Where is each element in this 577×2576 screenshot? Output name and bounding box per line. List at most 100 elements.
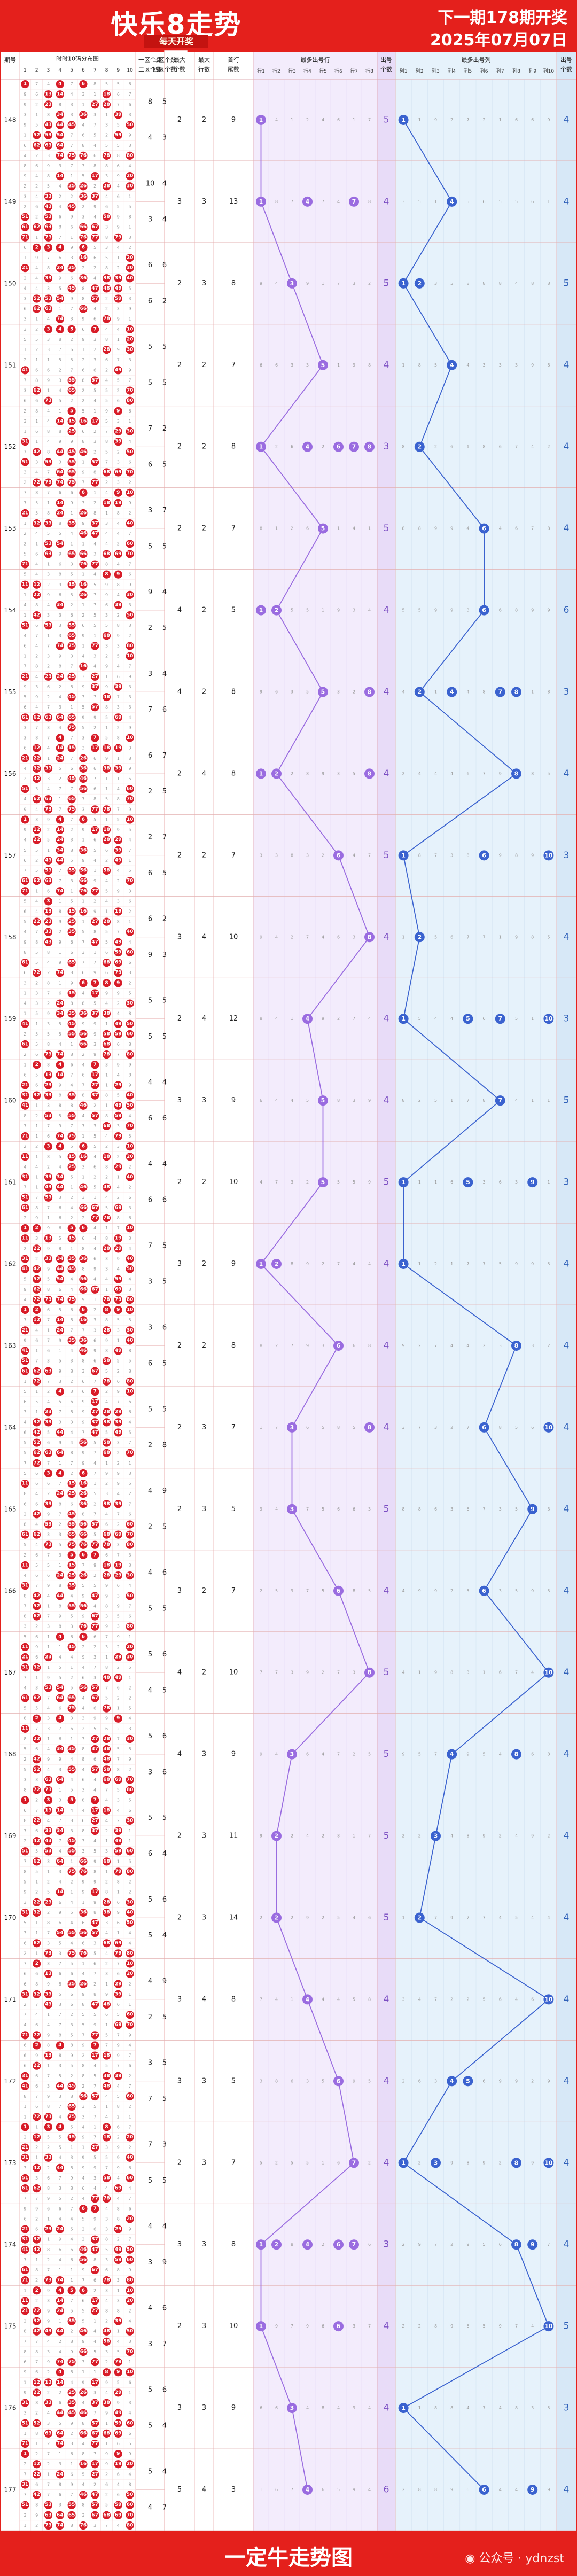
miss-count: 5 <box>105 623 108 628</box>
drawn-number-text: 29 <box>115 837 122 843</box>
drawn-number-text: 6 <box>82 817 85 822</box>
drawn-number-text: 28 <box>103 1736 110 1741</box>
drawn-number-text: 28 <box>103 1573 110 1578</box>
miss-count: 1 <box>129 2002 131 2007</box>
drawn-number-text: 53 <box>45 214 52 220</box>
miss-count: 4 <box>47 1818 50 1823</box>
drawn-number-ball <box>56 478 64 487</box>
drawn-number-text: 47 <box>91 2002 98 2007</box>
row-hit-text: 4 <box>306 198 310 205</box>
miss-count: 4 <box>117 868 120 873</box>
miss-count: 7 <box>47 736 50 741</box>
zone2-count: 7 <box>162 834 167 842</box>
miss-count: 7 <box>59 878 61 883</box>
miss-count: 1 <box>93 868 96 873</box>
drawn-number-text: 11 <box>22 1726 29 1731</box>
row-miss: 9 <box>306 281 309 286</box>
miss-count: 5 <box>35 1399 38 1404</box>
miss-count: 8 <box>35 409 38 414</box>
drawn-number-text: 74 <box>57 1297 64 1302</box>
drawn-number-text: 39 <box>115 766 122 771</box>
drawn-number-text: 78 <box>103 153 110 158</box>
miss-count: 1 <box>105 2441 108 2446</box>
drawn-number-text: 29 <box>115 1164 122 1170</box>
miss-count: 8 <box>117 582 120 587</box>
drawn-number-text: 77 <box>91 2033 98 2038</box>
miss-count: 7 <box>71 164 73 168</box>
row-miss: 2 <box>337 1016 340 1021</box>
drawn-number-ball <box>79 530 88 538</box>
drawn-number-text: 56 <box>80 1931 87 1936</box>
drawn-number-ball <box>102 499 111 507</box>
miss-count: 4 <box>35 1491 38 1496</box>
miss-count: 7 <box>35 2196 38 2201</box>
miss-count: 6 <box>71 276 73 281</box>
drawn-number-text: 33 <box>45 194 52 199</box>
miss-count: 7 <box>47 2482 50 2487</box>
miss-count: 9 <box>105 1583 108 1588</box>
drawn-number-text: 46 <box>80 2247 87 2252</box>
drawn-number-ball <box>56 468 64 477</box>
col-miss: 9 <box>531 1262 534 1266</box>
drawn-number-text: 26 <box>80 2390 87 2395</box>
miss-count: 9 <box>129 725 131 730</box>
drawn-number-text: 9 <box>116 2452 120 2457</box>
miss-count: 2 <box>105 1962 108 1966</box>
miss-count: 1 <box>47 388 50 393</box>
drawn-number-text: 50 <box>127 1593 134 1599</box>
zone3-count: 2 <box>148 624 152 632</box>
miss-count: 7 <box>93 1471 96 1476</box>
miss-count: 2 <box>24 531 26 536</box>
zone2-count: 9 <box>162 1978 167 1986</box>
miss-count: 5 <box>71 1614 73 1619</box>
miss-count: 4 <box>105 1951 108 1956</box>
col-miss: 7 <box>483 1507 486 1512</box>
miss-count: 2 <box>93 1308 96 1312</box>
miss-count: 4 <box>82 2176 84 2181</box>
drawn-number-text: 57 <box>91 1931 98 1936</box>
miss-count: 4 <box>35 899 38 904</box>
zone2-count: 4 <box>162 2468 167 2476</box>
blue-col-label: 列2 <box>416 68 424 74</box>
grid-col-label: 6 <box>82 68 85 73</box>
miss-count: 3 <box>105 1849 108 1854</box>
miss-count: 2 <box>117 1451 120 1456</box>
miss-count: 9 <box>82 1451 84 1456</box>
miss-count: 2 <box>59 684 61 689</box>
miss-count: 6 <box>105 1522 108 1527</box>
col-hit-text: 9 <box>531 1506 535 1513</box>
zone1-count: 2 <box>148 834 152 842</box>
miss-count: 4 <box>24 2022 26 2027</box>
miss-count: 2 <box>47 828 50 832</box>
drawn-number-ball <box>126 488 134 497</box>
drawn-number-text: 45 <box>68 1021 75 1026</box>
miss-count: 1 <box>24 654 26 659</box>
drawn-number-text: 75 <box>68 807 75 812</box>
miss-count: 5 <box>129 204 131 209</box>
drawn-number-text: 77 <box>91 1542 98 1547</box>
drawn-number-text: 80 <box>127 1052 134 1057</box>
miss-count: 5 <box>105 1369 108 1374</box>
miss-count: 2 <box>71 337 73 342</box>
col-miss: 5 <box>466 1589 469 1593</box>
miss-count: 2 <box>47 1001 50 1006</box>
miss-count: 6 <box>24 1941 26 1945</box>
max-count-value: 3 <box>177 1260 182 1268</box>
miss-count: 8 <box>105 439 108 444</box>
drawn-number-text: 68 <box>103 1859 110 1864</box>
drawn-number-text: 35 <box>68 1256 75 1262</box>
drawn-number-text: 57 <box>91 460 98 465</box>
miss-count: 5 <box>93 817 96 822</box>
drawn-number-text: 72 <box>33 480 40 485</box>
miss-count: 2 <box>82 2053 84 2058</box>
miss-count: 6 <box>35 2370 38 2375</box>
miss-count: 9 <box>82 337 84 342</box>
miss-count: 5 <box>71 2227 73 2232</box>
drawn-number-text: 62 <box>33 1695 40 1701</box>
miss-count: 9 <box>82 1655 84 1660</box>
miss-count: 4 <box>93 2064 96 2068</box>
drawn-number-text: 50 <box>127 1021 134 1026</box>
drawn-number-text: 21 <box>22 2227 29 2232</box>
row-miss: 4 <box>368 2406 371 2410</box>
miss-count: 1 <box>35 1185 38 1190</box>
